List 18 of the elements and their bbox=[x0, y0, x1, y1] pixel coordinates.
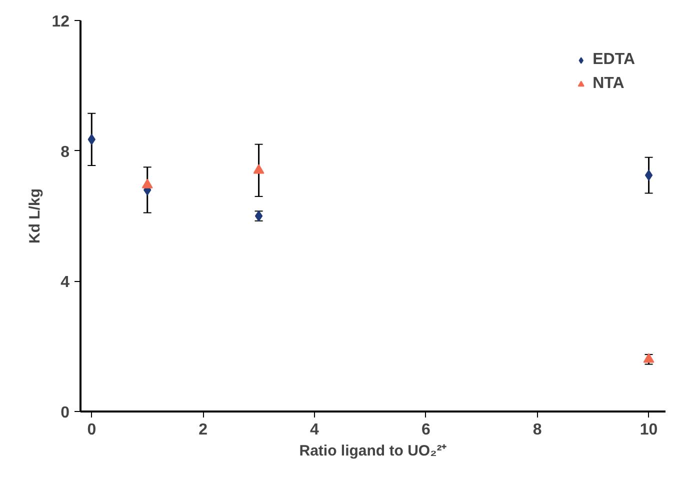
x-tick-label: 8 bbox=[532, 422, 542, 438]
legend-label: EDTA bbox=[592, 51, 635, 69]
point bbox=[253, 164, 264, 174]
y-axis-title: Kd L/kg bbox=[26, 188, 44, 244]
point bbox=[643, 353, 654, 363]
y-tick-label: 12 bbox=[52, 14, 70, 30]
x-tick-label: 6 bbox=[421, 422, 430, 438]
x-tick-label: 4 bbox=[310, 422, 320, 438]
point bbox=[142, 178, 153, 188]
x-tick-label: 0 bbox=[87, 422, 96, 438]
y-tick-label: 0 bbox=[60, 404, 70, 422]
x-tick-label: 10 bbox=[640, 422, 658, 438]
x-axis-title: Ratio ligand to UO₂²⁺ bbox=[299, 442, 447, 460]
point bbox=[644, 170, 653, 181]
x-tick-label: 2 bbox=[198, 422, 208, 438]
y-tick-label: 4 bbox=[60, 274, 70, 292]
legend-label: NTA bbox=[592, 75, 624, 93]
y-tick-label: 8 bbox=[60, 144, 70, 161]
